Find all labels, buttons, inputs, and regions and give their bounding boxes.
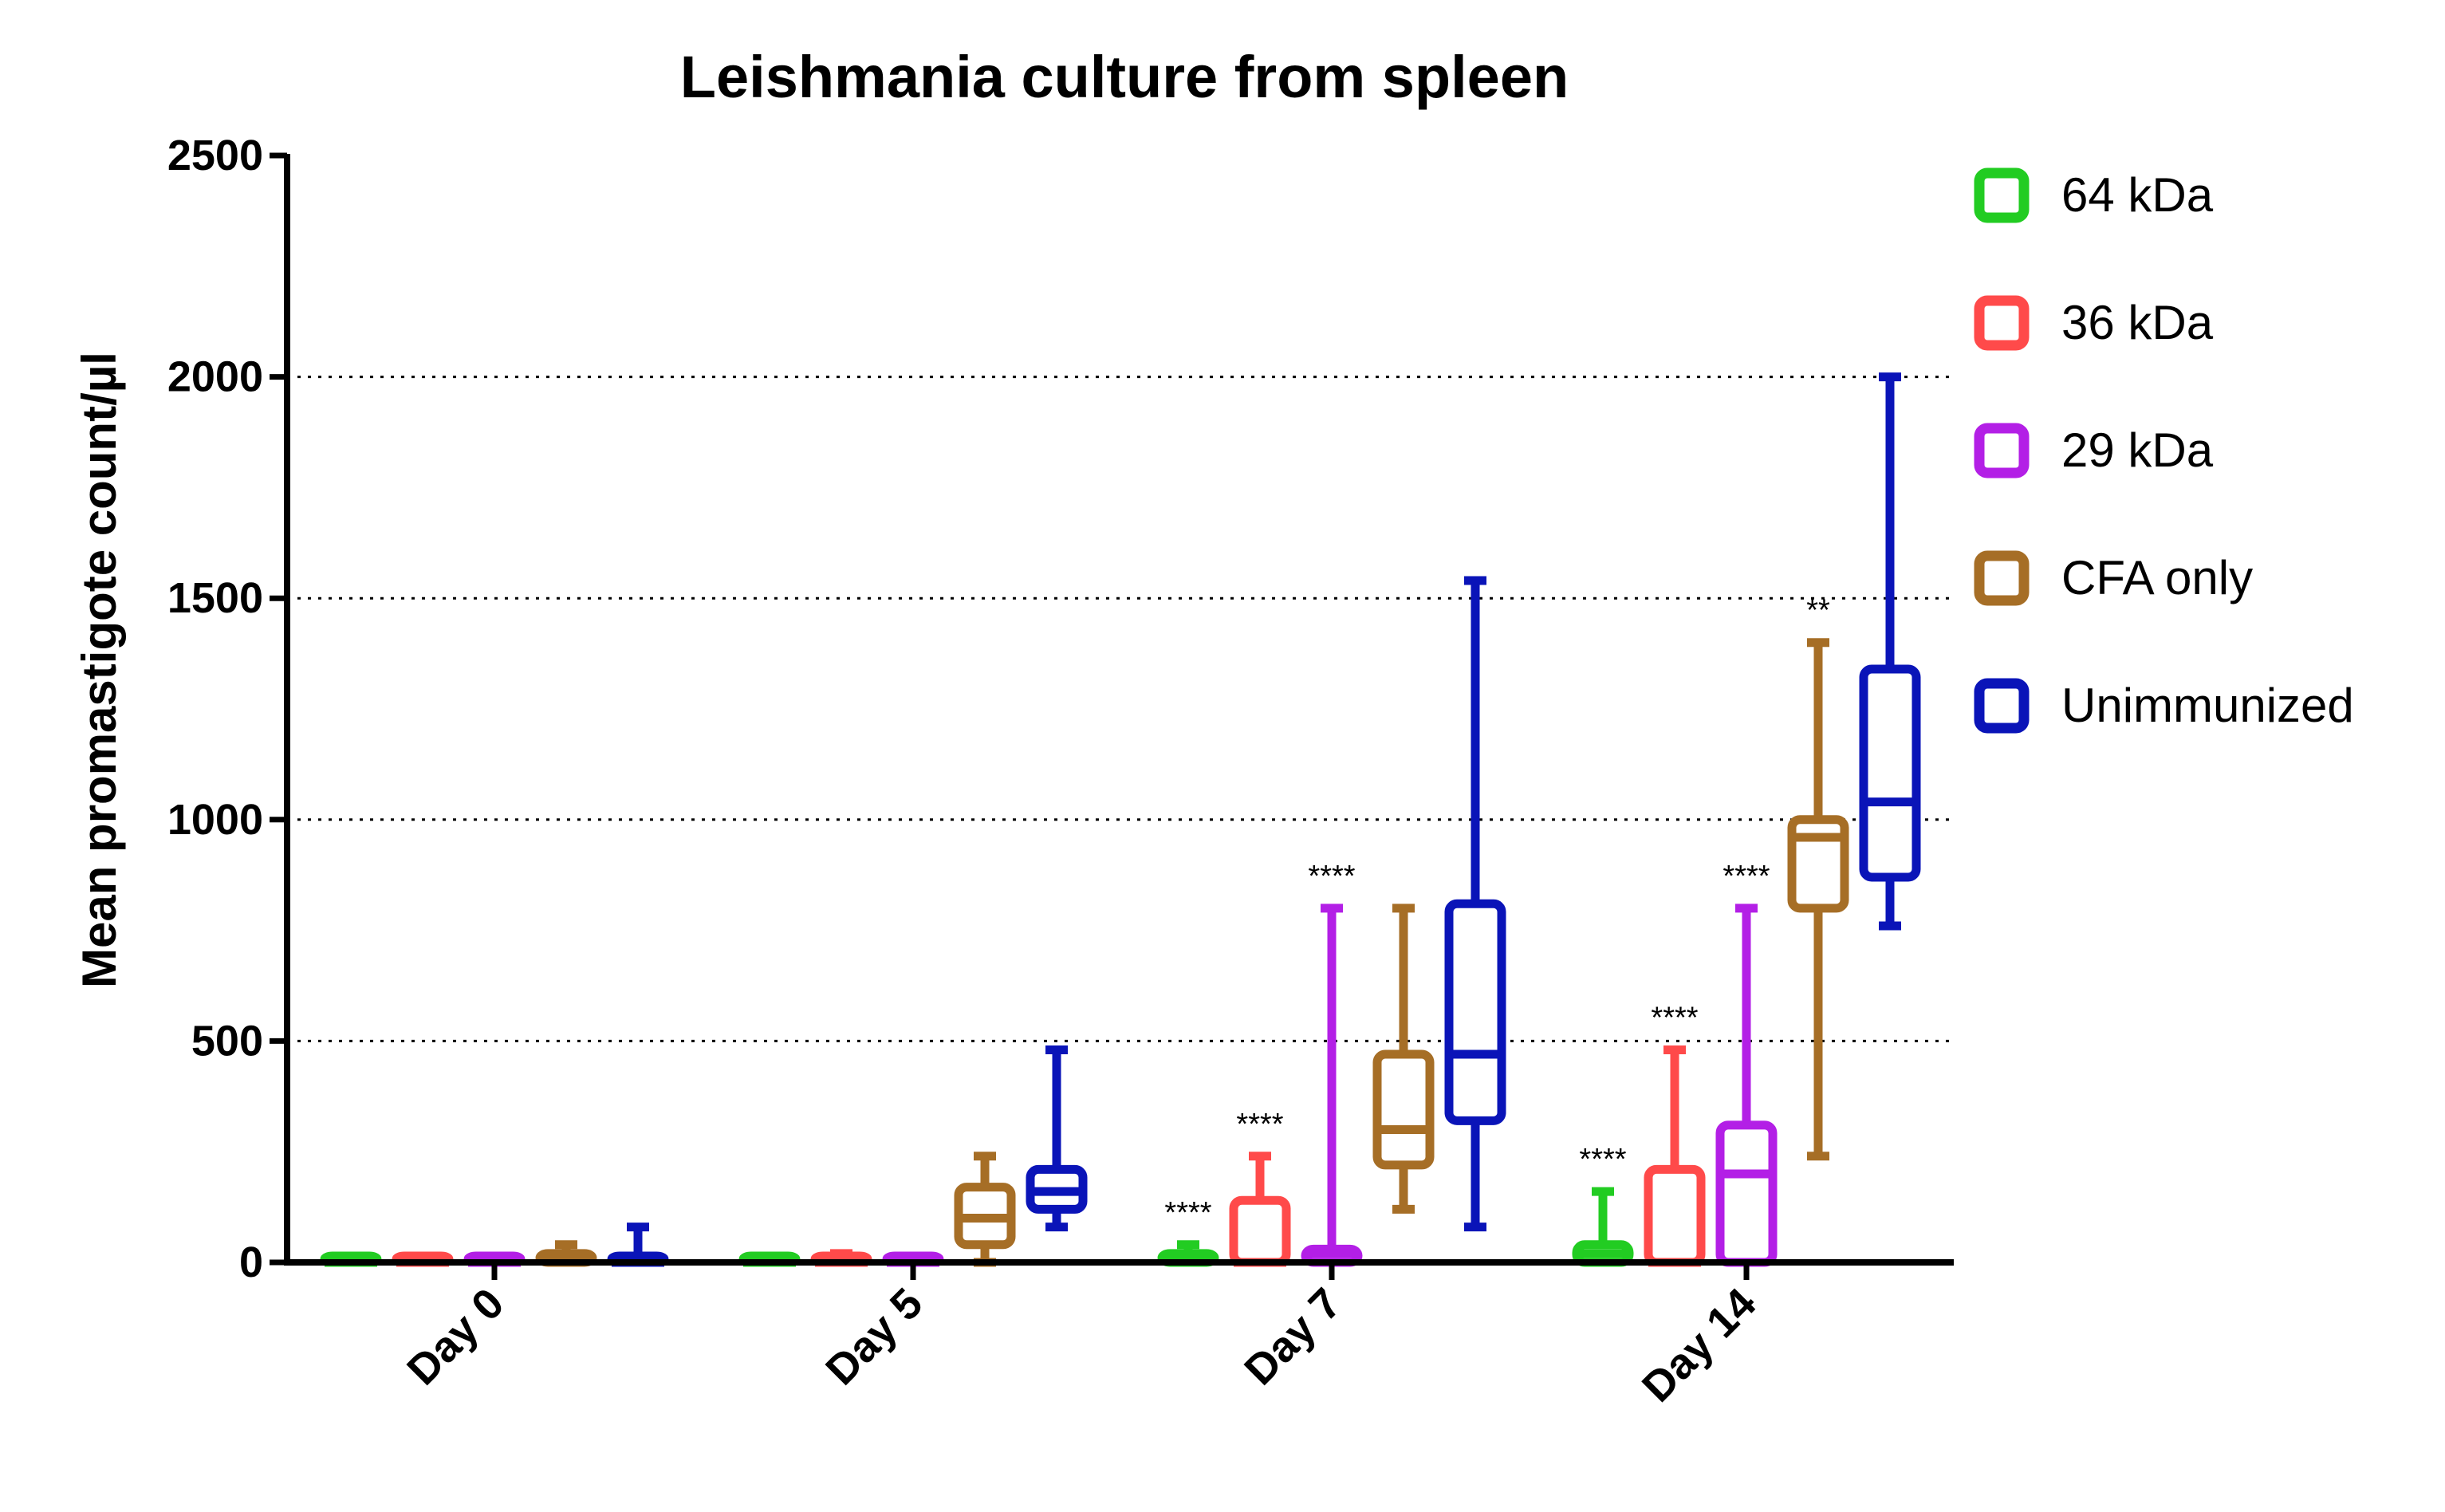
legend-swatch [1974, 550, 2030, 606]
legend: 64 kDa 36 kDa 29 kDa CFA only Unimmunized [1974, 167, 2354, 734]
gridlines [287, 376, 1954, 1042]
legend-swatch [1974, 423, 2030, 478]
legend-label: 29 kDa [2061, 423, 2214, 477]
legend-swatch [1974, 678, 2030, 734]
legend-label: Unimmunized [2061, 679, 2354, 732]
significance-label: **** [1236, 1108, 1283, 1141]
box [1372, 1049, 1435, 1170]
legend-item: CFA only [1974, 550, 2253, 606]
box-plot: **** [1301, 860, 1363, 1267]
y-tick-label: 0 [239, 1238, 263, 1286]
legend-item: 29 kDa [1974, 423, 2214, 478]
significance-label: **** [1651, 1002, 1698, 1035]
y-axis-label: Mean promastigote count/µl [73, 352, 126, 988]
box-plot: ** [1787, 594, 1849, 1161]
box-plot: **** [1157, 1196, 1219, 1267]
box-plot: **** [1715, 860, 1778, 1267]
box [1644, 1164, 1706, 1267]
box-plot [1372, 904, 1435, 1214]
legend-item: 64 kDa [1974, 167, 2214, 223]
significance-label: **** [1164, 1196, 1211, 1230]
significance-label: **** [1308, 860, 1355, 893]
legend-item: Unimmunized [1974, 678, 2354, 734]
significance-label: **** [1723, 860, 1770, 893]
y-tick-label: 1000 [167, 796, 263, 844]
x-tick-label: Day 0 [398, 1279, 513, 1394]
y-tick-label: 1500 [167, 574, 263, 622]
chart-title: Leishmania culture from spleen [680, 44, 1569, 110]
box [1715, 1120, 1778, 1267]
box-plot [1026, 1045, 1088, 1232]
box-plot: **** [1229, 1108, 1291, 1267]
significance-label: **** [1579, 1143, 1626, 1176]
box-plot [954, 1152, 1016, 1267]
box [1787, 815, 1849, 913]
significance-label: ** [1806, 594, 1830, 628]
legend-label: 36 kDa [2061, 296, 2214, 349]
y-tick-label: 2500 [167, 132, 263, 179]
x-tick-label: Day 7 [1235, 1279, 1350, 1394]
y-tick-label: 2000 [167, 353, 263, 401]
x-tick-label: Day 14 [1633, 1279, 1766, 1412]
legend-label: CFA only [2061, 551, 2253, 604]
box-plot [1859, 372, 1921, 931]
x-tick-label: Day 5 [817, 1279, 931, 1394]
box-plot: **** [1572, 1143, 1634, 1267]
box [1444, 899, 1506, 1125]
legend-item: 36 kDa [1974, 295, 2214, 351]
box-plot [1444, 576, 1506, 1232]
y-tick-label: 500 [191, 1017, 263, 1065]
box [1859, 664, 1921, 882]
box [1229, 1195, 1291, 1267]
legend-swatch [1974, 295, 2030, 351]
legend-swatch [1974, 167, 2030, 223]
box-plot [607, 1223, 669, 1267]
legend-label: 64 kDa [2061, 168, 2214, 222]
